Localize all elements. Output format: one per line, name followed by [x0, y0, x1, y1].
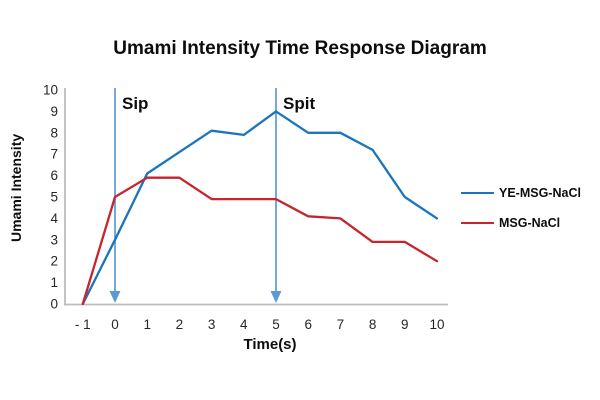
annotation-arrowhead — [270, 291, 282, 303]
y-tick-label: 3 — [50, 232, 58, 247]
y-tick-label: 5 — [50, 190, 58, 205]
x-axis-title: Time(s) — [243, 336, 297, 353]
legend: YE-MSG-NaCl MSG-NaCl — [461, 184, 581, 244]
x-tick-label: 0 — [111, 317, 119, 332]
y-tick-label: 8 — [50, 125, 58, 140]
x-tick-label: 9 — [401, 317, 409, 332]
legend-item: MSG-NaCl — [461, 214, 581, 232]
series-line-msg-nacl — [81, 176, 439, 306]
x-tick-label: 10 — [429, 317, 444, 332]
y-tick-label: 1 — [50, 275, 58, 290]
y-tick-label: 2 — [50, 254, 58, 269]
y-tick-label: 4 — [50, 211, 58, 226]
legend-item: YE-MSG-NaCl — [461, 184, 581, 202]
legend-line-swatch-msg-nacl — [461, 222, 494, 224]
series-line-ye-msg-nacl — [81, 110, 439, 306]
x-tick-label: 6 — [304, 317, 312, 332]
annotation-label: Sip — [122, 94, 148, 113]
y-tick-label: 0 — [50, 297, 58, 312]
legend-line-swatch-ye-msg-nacl — [461, 192, 494, 194]
x-tick-label: - 1 — [75, 317, 91, 332]
x-tick-label: 5 — [272, 317, 280, 332]
x-tick-label: 7 — [337, 317, 345, 332]
x-tick-label: 4 — [240, 317, 248, 332]
chart-title: Umami Intensity Time Response Diagram — [113, 38, 487, 59]
legend-label: YE-MSG-NaCl — [499, 186, 581, 200]
x-tick-label: 8 — [369, 317, 377, 332]
annotation-arrowhead — [109, 291, 121, 303]
x-tick-label: 1 — [143, 317, 151, 332]
x-tick-label: 2 — [176, 317, 184, 332]
y-tick-label: 9 — [50, 104, 58, 119]
x-tick-label: 3 — [208, 317, 216, 332]
y-tick-label: 7 — [50, 147, 58, 162]
annotation-label: Spit — [283, 94, 315, 113]
legend-label: MSG-NaCl — [499, 216, 561, 230]
y-tick-label: 6 — [50, 168, 58, 183]
y-tick-label: 10 — [43, 83, 58, 98]
